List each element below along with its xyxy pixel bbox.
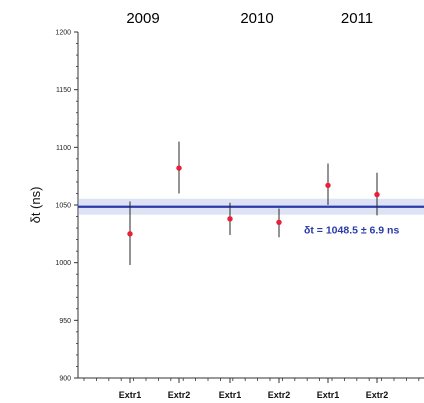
x-tick-label: Extr1 — [317, 390, 340, 400]
x-tick-label: Extr2 — [366, 390, 389, 400]
y-axis-label: δt (ns) — [28, 187, 43, 224]
y-tick-label: 1150 — [56, 87, 71, 94]
data-point — [374, 191, 380, 198]
x-axis: Extr1 Extr2 Extr1 Extr2 Extr1 Extr2 — [83, 378, 420, 400]
year-labels: 2009 2010 2011 — [126, 10, 373, 27]
year-label: 2011 — [341, 10, 373, 27]
x-tick-label: Extr2 — [168, 390, 191, 400]
data-point — [227, 216, 233, 222]
data-point — [325, 182, 331, 189]
y-axis: 900 950 1000 1050 1100 1150 1200 — [55, 30, 78, 383]
data-point — [176, 165, 182, 171]
data-point — [276, 219, 282, 225]
y-tick-label: 950 — [59, 318, 71, 325]
y-tick-label: 1100 — [56, 145, 71, 152]
x-tick-label: Extr2 — [268, 390, 291, 400]
x-tick-label: Extr1 — [119, 390, 142, 400]
y-tick-label: 1000 — [55, 260, 71, 267]
year-label: 2009 — [126, 10, 159, 27]
reference-line-group: δt = 1048.5 ± 6.9 ns — [78, 198, 424, 236]
y-tick-label: 900 — [59, 376, 71, 383]
reference-annotation: δt = 1048.5 ± 6.9 ns — [304, 224, 399, 236]
y-tick-label: 1050 — [55, 203, 71, 210]
year-label: 2010 — [240, 10, 273, 27]
x-tick-label: Extr1 — [219, 390, 242, 400]
data-points — [127, 141, 380, 265]
y-tick-label: 1200 — [55, 30, 71, 37]
data-point — [127, 231, 133, 237]
